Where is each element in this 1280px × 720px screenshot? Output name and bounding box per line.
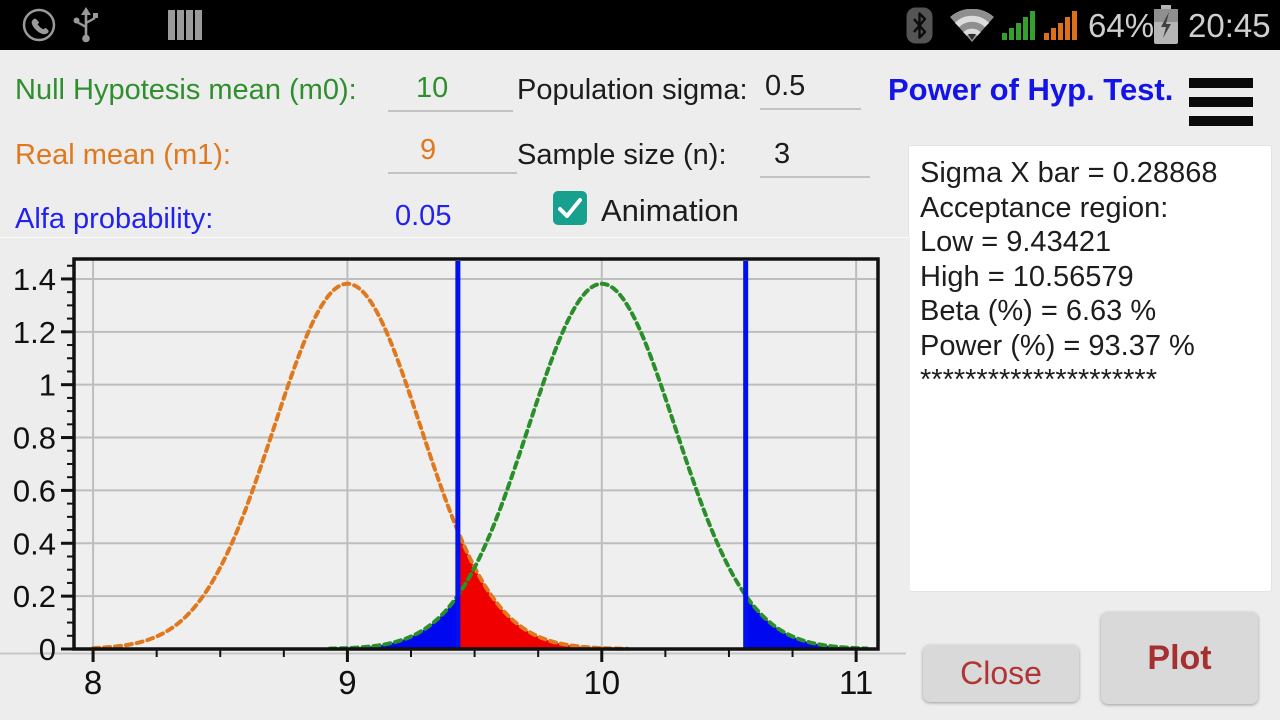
close-button[interactable]: Close xyxy=(923,645,1079,702)
plot-button[interactable]: Plot xyxy=(1101,612,1258,704)
signal-orange-icon xyxy=(1044,11,1077,40)
result-beta: Beta (%) = 6.63 % xyxy=(920,295,1157,327)
wifi-icon xyxy=(950,9,994,42)
input-real-mean[interactable]: 9 xyxy=(388,128,517,174)
svg-text:1: 1 xyxy=(39,368,56,403)
battery-percent: 64% xyxy=(1088,7,1155,44)
label-population-sigma: Population sigma: xyxy=(517,74,748,106)
svg-text:9: 9 xyxy=(338,664,356,701)
result-sigma-xbar: Sigma X bar = 0.28868 xyxy=(920,157,1218,189)
svg-text:0: 0 xyxy=(39,632,56,667)
clock: 20:45 xyxy=(1188,7,1271,44)
svg-text:0.2: 0.2 xyxy=(13,579,56,614)
results-panel: Sigma X bar = 0.28868 Acceptance region:… xyxy=(908,145,1272,592)
result-power: Power (%) = 93.37 % xyxy=(920,329,1195,362)
signal-green-icon xyxy=(1002,11,1035,40)
result-separator: ********************* xyxy=(920,364,1157,396)
result-high: High = 10.56579 xyxy=(920,260,1134,293)
checkmark-icon xyxy=(558,198,582,218)
status-bar: 64% 20:45 xyxy=(0,0,1280,50)
distribution-chart: 8 9 10 11 0 0.2 0.4 0.6 0.8 1 1.2 1.4 xyxy=(0,257,906,701)
label-sample-size: Sample size (n): xyxy=(517,139,727,171)
input-alfa-probability[interactable]: 0.05 xyxy=(388,194,492,240)
svg-text:8: 8 xyxy=(84,664,102,701)
animation-checkbox-label: Animation xyxy=(601,193,739,228)
input-sample-size[interactable]: 3 xyxy=(760,132,870,178)
bluetooth-icon xyxy=(906,7,933,44)
label-real-mean: Real mean (m1): xyxy=(15,139,231,171)
svg-text:11: 11 xyxy=(839,664,873,701)
label-alfa-probability: Alfa probability: xyxy=(15,203,214,235)
svg-text:10: 10 xyxy=(583,664,620,701)
result-acceptance-region: Acceptance region: xyxy=(920,191,1169,224)
page-title: Power of Hyp. Test. xyxy=(888,72,1174,107)
phone-icon xyxy=(22,8,56,42)
label-null-mean: Null Hypotesis mean (m0): xyxy=(15,74,357,106)
svg-text:1.2: 1.2 xyxy=(13,315,56,350)
svg-text:1.4: 1.4 xyxy=(13,262,56,297)
input-null-mean[interactable]: 10 xyxy=(388,66,513,112)
power-test-chart-panel: 8 9 10 11 0 0.2 0.4 0.6 0.8 1 1.2 1.4 xyxy=(0,237,910,720)
svg-text:0.8: 0.8 xyxy=(13,421,56,456)
animation-checkbox[interactable] xyxy=(553,191,587,225)
hamburger-menu-icon[interactable] xyxy=(1189,78,1253,126)
usb-icon xyxy=(73,7,98,43)
battery-charging-icon xyxy=(1154,5,1178,44)
result-low: Low = 9.43421 xyxy=(920,226,1112,258)
svg-text:0.4: 0.4 xyxy=(13,526,56,561)
svg-text:0.6: 0.6 xyxy=(13,473,56,508)
sim-bars-icon xyxy=(168,10,202,40)
input-population-sigma[interactable]: 0.5 xyxy=(760,64,861,110)
